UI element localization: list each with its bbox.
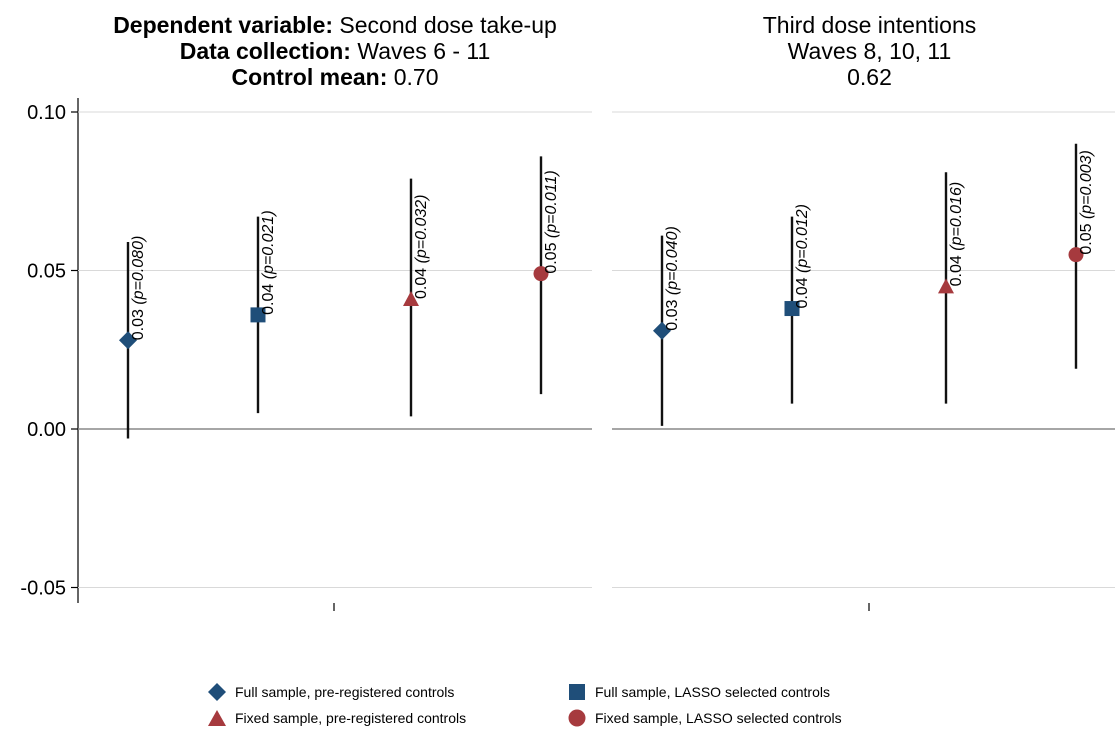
point-estimate-square xyxy=(784,301,800,317)
legend-item-full-lasso: Full sample, LASSO selected controls xyxy=(567,682,830,702)
point-estimate-circle xyxy=(533,266,549,282)
p-value: (p=0.012) xyxy=(794,204,811,273)
estimate-value: 0.05 xyxy=(543,238,560,274)
point-estimate-square xyxy=(250,307,266,323)
triangle-marker-icon xyxy=(208,710,226,726)
dependent-variable-value: Second dose take-up xyxy=(339,12,557,38)
point-estimate-triangle xyxy=(938,278,954,294)
p-value: (p=0.032) xyxy=(413,194,430,263)
data-collection-label: Data collection: xyxy=(179,38,351,64)
estimate-value: 0.04 xyxy=(413,263,430,299)
control-mean-value: 0.70 xyxy=(393,64,439,90)
point-estimate-circle xyxy=(1068,247,1084,263)
point-estimate-diamond xyxy=(119,331,137,350)
p-value: (p=0.021) xyxy=(260,210,277,279)
diamond-marker-icon xyxy=(208,683,226,701)
estimate-label: 0.03 (p=0.080) xyxy=(130,236,147,341)
data-collection-value: Waves 6 - 11 xyxy=(357,38,491,64)
y-tick-label: 0.00 xyxy=(27,419,66,441)
left-title-line2: Data collection: Waves 6 - 11 xyxy=(80,38,590,64)
estimate-value: 0.04 xyxy=(948,251,965,287)
point-estimate-triangle xyxy=(403,291,419,307)
y-tick-label: -0.05 xyxy=(20,578,66,600)
estimate-value: 0.04 xyxy=(260,279,277,315)
legend-label: Fixed sample, LASSO selected controls xyxy=(595,710,842,726)
p-value: (p=0.040) xyxy=(664,226,681,295)
dependent-variable-label: Dependent variable: xyxy=(113,12,334,38)
estimate-value: 0.05 xyxy=(1078,219,1095,255)
square-marker-icon xyxy=(569,684,585,700)
estimate-value: 0.03 xyxy=(130,305,147,341)
control-mean-label: Control mean: xyxy=(231,64,388,90)
estimate-label: 0.03 (p=0.040) xyxy=(664,226,681,331)
y-tick-label: 0.05 xyxy=(27,261,66,283)
estimate-label: 0.04 (p=0.032) xyxy=(413,194,430,299)
estimate-label: 0.04 (p=0.012) xyxy=(794,204,811,309)
p-value: (p=0.011) xyxy=(543,170,560,238)
legend-label: Fixed sample, pre-registered controls xyxy=(235,710,467,726)
left-title-line1: Dependent variable: Second dose take-up xyxy=(80,12,590,38)
circle-marker-icon xyxy=(568,709,586,727)
estimate-label: 0.05 (p=0.003) xyxy=(1078,150,1095,255)
left-title-line3: Control mean: 0.70 xyxy=(80,64,590,90)
legend-item-fixed-pre: Fixed sample, pre-registered controls xyxy=(207,708,466,728)
estimate-label: 0.04 (p=0.021) xyxy=(260,210,277,315)
estimate-value: 0.04 xyxy=(794,273,811,309)
y-tick-label: 0.10 xyxy=(27,102,66,124)
legend: Full sample, pre-registered controls Ful… xyxy=(0,680,1115,730)
legend-label: Full sample, LASSO selected controls xyxy=(595,684,830,700)
point-estimate-diamond xyxy=(653,321,671,340)
right-title-line2: Waves 8, 10, 11 xyxy=(787,38,952,64)
p-value: (p=0.003) xyxy=(1078,150,1095,219)
legend-item-full-pre: Full sample, pre-registered controls xyxy=(207,682,454,702)
estimate-label: 0.05 (p=0.011) xyxy=(543,170,560,273)
right-panel-title: Third dose intentions Waves 8, 10, 11 0.… xyxy=(612,12,1115,90)
estimate-value: 0.03 xyxy=(664,295,681,331)
plot-area: -0.05 0.00 0.05 0.10 0.03 (p=0.080) 0.04 (p=0… xyxy=(20,98,1115,611)
left-panel-title: Dependent variable: Second dose take-up … xyxy=(80,12,590,90)
p-value: (p=0.016) xyxy=(948,182,965,251)
legend-label: Full sample, pre-registered controls xyxy=(235,684,455,700)
p-value: (p=0.080) xyxy=(130,236,147,305)
right-title-line3: 0.62 xyxy=(847,64,892,90)
estimate-label: 0.04 (p=0.016) xyxy=(948,182,965,287)
right-title-line1: Third dose intentions xyxy=(762,12,977,38)
legend-item-fixed-lasso: Fixed sample, LASSO selected controls xyxy=(567,708,842,728)
